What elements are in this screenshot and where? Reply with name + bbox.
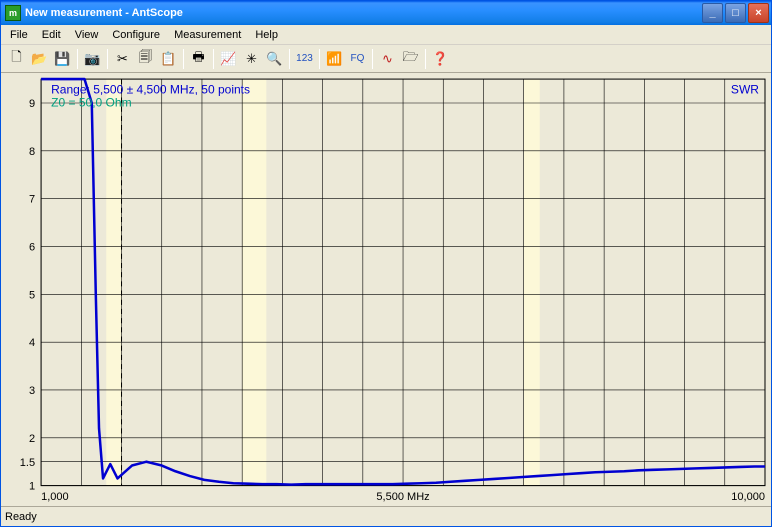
- close-button[interactable]: ×: [748, 3, 769, 23]
- menubar: FileEditViewConfigureMeasurementHelp: [1, 25, 771, 45]
- chart-icon[interactable]: 📈: [217, 48, 240, 70]
- app-window: m New measurement - AntScope _ □ × FileE…: [0, 0, 772, 527]
- highlight-band: [106, 79, 121, 486]
- x-tick-label: 1,000: [41, 491, 69, 503]
- chart[interactable]: 1 1.5 2 3 4 5 6 7 8 9 1,000 5,500 MHz 10,000 Range: 5…: [3, 75, 769, 504]
- menu-edit[interactable]: Edit: [35, 27, 68, 43]
- y-tick-label: 1.5: [20, 457, 35, 469]
- y-tick-label: 7: [29, 194, 35, 206]
- open-icon[interactable]: 📂: [28, 48, 51, 70]
- chart-info-text: Z0 = 50,0 Ohm: [51, 96, 131, 110]
- measure-icon[interactable]: ✳: [240, 48, 263, 70]
- new-icon[interactable]: 🗋: [5, 48, 28, 70]
- toolbar-separator: [183, 49, 184, 69]
- toolbar-separator: [289, 49, 290, 69]
- maximize-button[interactable]: □: [725, 3, 746, 23]
- menu-view[interactable]: View: [68, 27, 106, 43]
- folder-icon[interactable]: 🗁: [399, 48, 422, 70]
- menu-configure[interactable]: Configure: [105, 27, 167, 43]
- toolbar-separator: [107, 49, 108, 69]
- zoom-icon[interactable]: 🔍: [263, 48, 286, 70]
- numbers-icon[interactable]: 123: [293, 48, 316, 70]
- statusbar: Ready: [1, 506, 771, 526]
- y-tick-label: 3: [29, 385, 35, 397]
- highlight-band: [524, 79, 540, 486]
- toolbar-separator: [425, 49, 426, 69]
- toolbar-separator: [372, 49, 373, 69]
- chart-info-text: Range: 5,500 ± 4,500 MHz, 50 points: [51, 82, 250, 96]
- menu-file[interactable]: File: [3, 27, 35, 43]
- y-tick-label: 4: [29, 337, 35, 349]
- window-controls: _ □ ×: [702, 3, 769, 23]
- y-tick-label: 6: [29, 241, 35, 253]
- y-tick-label: 8: [29, 146, 35, 158]
- content-area: 1 1.5 2 3 4 5 6 7 8 9 1,000 5,500 MHz 10,000 Range: 5…: [1, 73, 771, 506]
- status-text: Ready: [5, 511, 37, 523]
- highlight-band: [242, 79, 266, 486]
- print-icon[interactable]: 🖶: [187, 48, 210, 70]
- cut-icon[interactable]: ✂: [111, 48, 134, 70]
- paste-icon[interactable]: 📋: [157, 48, 180, 70]
- chart-mode-label: SWR: [731, 82, 759, 96]
- toolbar-separator: [213, 49, 214, 69]
- toolbar-separator: [319, 49, 320, 69]
- y-tick-label: 5: [29, 289, 35, 301]
- y-tick-label: 2: [29, 433, 35, 445]
- app-icon: m: [5, 5, 21, 21]
- fq-icon[interactable]: FQ: [346, 48, 369, 70]
- menu-measurement[interactable]: Measurement: [167, 27, 248, 43]
- wave-icon[interactable]: ∿: [376, 48, 399, 70]
- x-tick-label: 10,000: [731, 491, 765, 503]
- toolbar: 🗋📂💾 📷 ✂🗐📋 🖶 📈✳🔍 123 📶FQ ∿🗁 ❓: [1, 45, 771, 73]
- menu-help[interactable]: Help: [248, 27, 285, 43]
- titlebar[interactable]: m New measurement - AntScope _ □ ×: [1, 1, 771, 25]
- antenna-icon[interactable]: 📶: [323, 48, 346, 70]
- x-tick-label: 5,500 MHz: [376, 491, 430, 503]
- camera-icon[interactable]: 📷: [81, 48, 104, 70]
- toolbar-separator: [77, 49, 78, 69]
- minimize-button[interactable]: _: [702, 3, 723, 23]
- y-tick-label: 9: [29, 98, 35, 110]
- copy-icon[interactable]: 🗐: [134, 48, 157, 70]
- help-icon[interactable]: ❓: [429, 48, 452, 70]
- y-tick-label: 1: [29, 481, 35, 493]
- save-icon[interactable]: 💾: [51, 48, 74, 70]
- window-title: New measurement - AntScope: [25, 7, 702, 19]
